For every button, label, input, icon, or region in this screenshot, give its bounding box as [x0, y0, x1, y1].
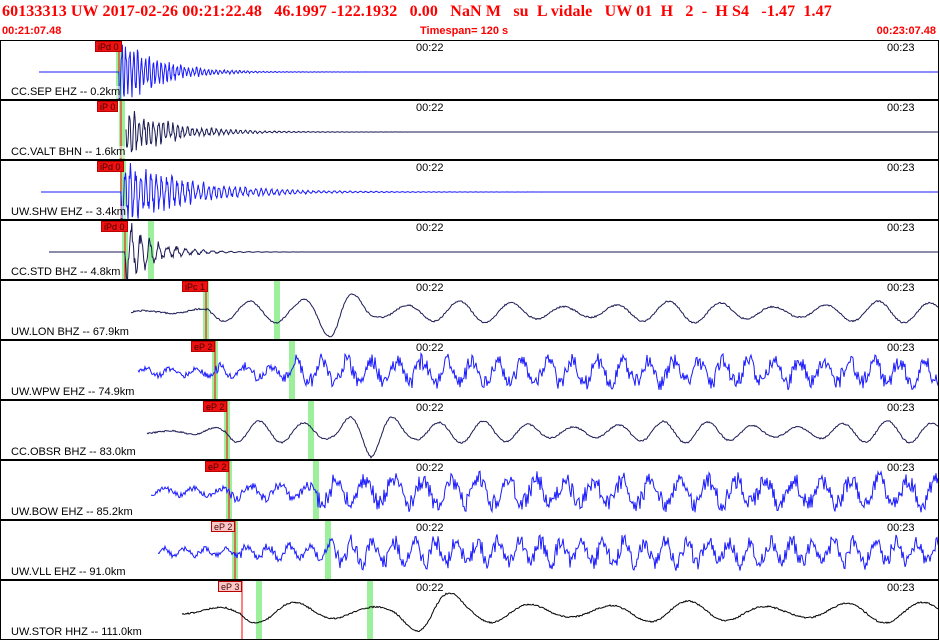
timespan-label: Timespan= 120 s: [420, 25, 509, 37]
waveform-trace-area: [146, 401, 938, 460]
time-tick-0022: 00:22: [416, 522, 444, 534]
phase-pick-label[interactable]: iPc 1: [182, 281, 209, 292]
time-tick-0022: 00:22: [416, 282, 444, 294]
phase-pick-label[interactable]: eP 2: [203, 401, 228, 412]
s-arrival-marker[interactable]: [325, 521, 331, 580]
start-time: 00:21:07.48: [2, 25, 62, 37]
waveform-trace-area: [119, 101, 938, 160]
waveform-panel[interactable]: eP 2 00:22 00:23 UW.BOW EHZ -- 85.2km: [0, 460, 939, 520]
seismogram-trace: [49, 222, 938, 279]
station-label: UW.WPW EHZ -- 74.9km: [11, 386, 135, 398]
time-tick-0023: 00:23: [887, 282, 915, 294]
seismogram-trace: [157, 533, 938, 571]
seismogram-trace: [39, 44, 938, 99]
waveform-panel[interactable]: eP 2 00:22 00:23 UW.VLL EHZ -- 91.0km: [0, 520, 939, 580]
s-arrival-marker[interactable]: [289, 341, 295, 400]
time-tick-0023: 00:23: [887, 582, 915, 594]
station-label: CC.OBSR BHZ -- 83.0km: [11, 446, 136, 458]
time-tick-0023: 00:23: [887, 102, 915, 114]
waveform-panel[interactable]: iPd 0 00:22 00:23 UW.SHW EHZ -- 3.4km: [0, 160, 939, 220]
seismogram-trace: [150, 470, 938, 514]
waveform-trace-area: [157, 521, 938, 580]
station-label: UW.STOR HHZ -- 111.0km: [11, 626, 142, 638]
waveform-panel[interactable]: iPc 1 00:22 00:23 UW.LON BHZ -- 67.9km: [0, 280, 939, 340]
phase-pick-label[interactable]: eP 2: [211, 521, 236, 532]
phase-pick-label[interactable]: eP 2: [191, 341, 216, 352]
time-tick-0023: 00:23: [887, 342, 915, 354]
s-arrival-marker[interactable]: [274, 281, 280, 340]
waveform-panel[interactable]: iPd 0 00:22 00:23 CC.STD BHZ -- 4.8km: [0, 220, 939, 280]
seismogram-trace: [131, 293, 938, 338]
time-tick-0022: 00:22: [416, 342, 444, 354]
waveform-panel[interactable]: eP 3 00:22 00:23 UW.STOR HHZ -- 111.0km: [0, 580, 939, 640]
waveform-trace-area: [137, 341, 938, 400]
waveform-panel[interactable]: iP 0 00:22 00:23 CC.VALT BHN -- 1.6km: [0, 100, 939, 160]
waveform-panel[interactable]: eP 2 00:22 00:23 CC.OBSR BHZ -- 83.0km: [0, 400, 939, 460]
station-label: UW.LON BHZ -- 67.9km: [11, 326, 129, 338]
event-title: 60133313 UW 2017-02-26 00:21:22.48 46.19…: [2, 3, 832, 20]
seismogram-trace: [146, 416, 938, 459]
time-tick-0023: 00:23: [887, 42, 915, 54]
time-tick-0023: 00:23: [887, 462, 915, 474]
p-arrival-marker[interactable]: [119, 101, 125, 160]
seismogram-trace: [137, 352, 938, 391]
waveform-trace-area: [49, 221, 938, 280]
time-tick-0022: 00:22: [416, 462, 444, 474]
waveform-trace-area: [39, 41, 938, 99]
waveform-panel[interactable]: iPd 0 00:22 00:23 CC.SEP EHZ -- 0.2km: [0, 40, 939, 100]
seismogram-trace: [125, 110, 938, 153]
station-label: CC.SEP EHZ -- 0.2km: [11, 86, 121, 98]
waveform-trace-area: [150, 461, 938, 520]
time-tick-0023: 00:23: [887, 522, 915, 534]
s-arrival-marker[interactable]: [308, 401, 314, 460]
station-label: UW.BOW EHZ -- 85.2km: [11, 506, 133, 518]
time-tick-0023: 00:23: [887, 162, 915, 174]
time-tick-0023: 00:23: [887, 402, 915, 414]
phase-pick-label[interactable]: iP 0: [97, 101, 119, 112]
time-tick-0022: 00:22: [416, 582, 444, 594]
waveform-trace-area: [41, 161, 938, 220]
station-label: CC.VALT BHN -- 1.6km: [11, 146, 126, 158]
p-arrival-marker[interactable]: [120, 161, 126, 220]
time-tick-0022: 00:22: [416, 402, 444, 414]
phase-pick-label[interactable]: iPd 0: [101, 221, 128, 232]
waveform-trace-area: [131, 281, 938, 340]
station-label: CC.STD BHZ -- 4.8km: [11, 266, 121, 278]
time-tick-0022: 00:22: [416, 162, 444, 174]
phase-pick-label[interactable]: iPd 0: [97, 161, 124, 172]
seismogram-trace: [41, 162, 938, 219]
seismogram-trace: [181, 592, 938, 633]
event-header: 60133313 UW 2017-02-26 00:21:22.48 46.19…: [0, 0, 940, 40]
p-arrival-marker[interactable]: [256, 581, 262, 640]
waveform-panels[interactable]: iPd 0 00:22 00:23 CC.SEP EHZ -- 0.2km iP 0 00…: [0, 40, 940, 640]
time-tick-0023: 00:23: [887, 222, 915, 234]
phase-pick-label[interactable]: iPd 0: [95, 41, 122, 52]
time-tick-0022: 00:22: [416, 42, 444, 54]
phase-pick-label[interactable]: eP 3: [218, 581, 243, 592]
waveform-panel[interactable]: eP 2 00:22 00:23 UW.WPW EHZ -- 74.9km: [0, 340, 939, 400]
station-label: UW.SHW EHZ -- 3.4km: [11, 206, 126, 218]
time-tick-0022: 00:22: [416, 222, 444, 234]
s-arrival-marker[interactable]: [148, 221, 154, 280]
s-arrival-marker[interactable]: [313, 461, 319, 520]
s-arrival-marker[interactable]: [367, 581, 373, 640]
end-time: 00:23:07.48: [876, 25, 936, 37]
phase-pick-label[interactable]: eP 2: [205, 461, 230, 472]
station-label: UW.VLL EHZ -- 91.0km: [11, 566, 126, 578]
time-tick-0022: 00:22: [416, 102, 444, 114]
